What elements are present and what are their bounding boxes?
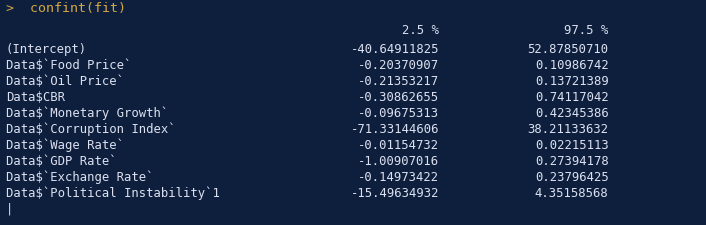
Text: 0.10986742: 0.10986742	[535, 59, 609, 72]
Text: 0.13721389: 0.13721389	[535, 75, 609, 88]
Text: |: |	[6, 202, 13, 215]
Text: Data$`Oil Price`: Data$`Oil Price`	[6, 75, 124, 88]
Text: -0.01154732: -0.01154732	[358, 138, 439, 151]
Text: 52.87850710: 52.87850710	[527, 43, 609, 56]
Text: Data$`Exchange Rate`: Data$`Exchange Rate`	[6, 170, 153, 183]
Text: 0.74117042: 0.74117042	[535, 91, 609, 104]
Text: Data$`Food Price`: Data$`Food Price`	[6, 59, 131, 72]
Text: Data$`GDP Rate`: Data$`GDP Rate`	[6, 154, 116, 167]
Text: Data$`Wage Rate`: Data$`Wage Rate`	[6, 138, 124, 152]
Text: 0.42345386: 0.42345386	[535, 107, 609, 119]
Text: 0.27394178: 0.27394178	[535, 154, 609, 167]
Text: Data$`Monetary Growth`: Data$`Monetary Growth`	[6, 106, 168, 120]
Text: Data$`Political Instability`1: Data$`Political Instability`1	[6, 186, 220, 199]
Text: 0.23796425: 0.23796425	[535, 170, 609, 183]
Text: (Intercept): (Intercept)	[6, 43, 87, 56]
Text: -0.30862655: -0.30862655	[358, 91, 439, 104]
Text: -71.33144606: -71.33144606	[351, 122, 439, 135]
Text: -0.20370907: -0.20370907	[358, 59, 439, 72]
Text: Data$CBR: Data$CBR	[6, 91, 65, 104]
Text: 0.02215113: 0.02215113	[535, 138, 609, 151]
Text: -0.09675313: -0.09675313	[358, 107, 439, 119]
Text: 97.5 %: 97.5 %	[564, 24, 609, 37]
Text: -0.14973422: -0.14973422	[358, 170, 439, 183]
Text: 4.35158568: 4.35158568	[535, 186, 609, 199]
Text: -15.49634932: -15.49634932	[351, 186, 439, 199]
Text: Data$`Corruption Index`: Data$`Corruption Index`	[6, 122, 175, 136]
Text: 38.21133632: 38.21133632	[527, 122, 609, 135]
Text: -40.64911825: -40.64911825	[351, 43, 439, 56]
Text: 2.5 %: 2.5 %	[402, 24, 439, 37]
Text: >  confint(fit): > confint(fit)	[6, 2, 126, 15]
Text: -1.00907016: -1.00907016	[358, 154, 439, 167]
Text: -0.21353217: -0.21353217	[358, 75, 439, 88]
